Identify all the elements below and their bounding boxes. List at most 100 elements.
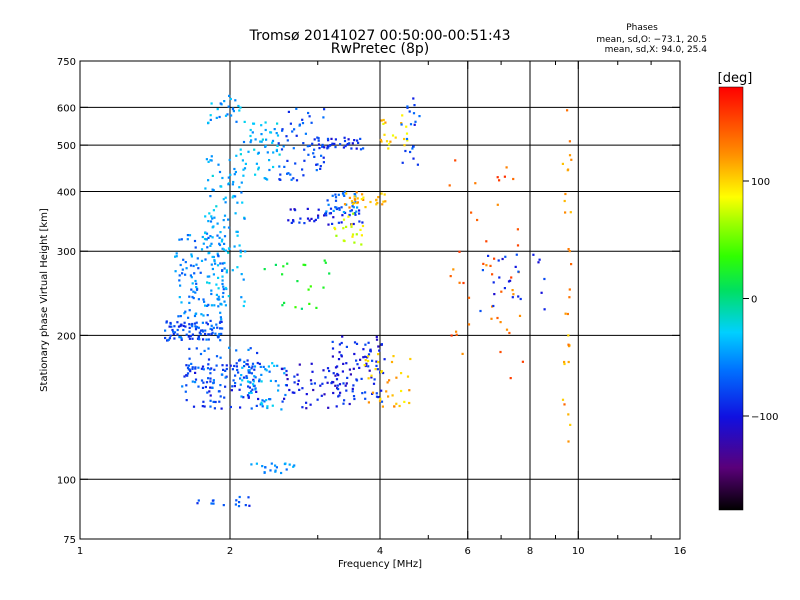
data-point <box>567 440 570 443</box>
data-point <box>301 387 304 390</box>
data-point <box>227 218 230 221</box>
data-point <box>183 321 186 324</box>
data-point <box>197 335 200 338</box>
data-point <box>172 330 175 333</box>
data-point <box>174 270 177 273</box>
data-point <box>208 212 211 215</box>
data-point <box>239 251 242 254</box>
data-point <box>206 304 209 307</box>
data-point <box>324 376 327 379</box>
data-point <box>285 373 288 377</box>
data-point <box>375 395 379 398</box>
data-point <box>180 323 183 326</box>
data-point <box>340 341 343 345</box>
data-point <box>210 159 213 162</box>
data-point <box>223 214 227 217</box>
data-point <box>246 359 249 362</box>
data-point <box>224 201 227 204</box>
data-point <box>408 401 411 405</box>
data-point <box>209 114 212 117</box>
data-point <box>199 271 202 274</box>
data-point <box>283 165 286 168</box>
data-point <box>293 464 296 467</box>
data-point <box>266 405 269 408</box>
data-point <box>370 374 373 377</box>
data-point <box>292 147 295 150</box>
data-point <box>229 405 232 409</box>
data-point <box>165 320 168 323</box>
data-point <box>298 363 301 366</box>
data-point <box>221 269 224 272</box>
data-point <box>507 280 511 283</box>
data-point <box>321 145 324 148</box>
data-point <box>291 130 294 133</box>
data-point <box>273 364 276 367</box>
data-point <box>375 364 378 367</box>
data-point <box>266 406 269 410</box>
data-point <box>309 285 312 288</box>
data-point <box>207 179 210 182</box>
data-point <box>564 211 567 214</box>
data-point <box>223 226 226 229</box>
data-point <box>305 407 308 410</box>
data-point <box>298 221 301 224</box>
data-point <box>222 248 225 251</box>
data-point <box>216 252 219 255</box>
data-point <box>516 244 520 247</box>
data-point <box>375 392 378 395</box>
data-point <box>273 128 276 131</box>
data-point <box>405 132 409 135</box>
data-point <box>286 172 289 175</box>
data-point <box>379 397 382 400</box>
data-point <box>242 140 246 144</box>
data-point <box>361 224 365 228</box>
data-point <box>336 365 339 368</box>
data-point <box>221 262 224 265</box>
data-point <box>219 311 222 314</box>
data-point <box>224 196 227 199</box>
data-point <box>220 332 223 335</box>
data-point <box>301 118 304 121</box>
colorbar-tick-label: 0 <box>751 295 757 306</box>
data-point <box>227 247 231 250</box>
data-point <box>196 257 199 260</box>
data-point <box>248 504 251 507</box>
data-point <box>179 315 182 318</box>
data-point <box>258 362 261 365</box>
data-point <box>196 325 199 329</box>
data-point <box>164 336 167 340</box>
data-point <box>222 198 225 201</box>
data-point <box>309 403 312 406</box>
data-point <box>515 253 518 256</box>
data-point <box>224 249 227 252</box>
x-tick-label: 8 <box>527 546 533 557</box>
data-point <box>202 338 205 341</box>
data-point <box>178 336 181 339</box>
data-point <box>190 362 193 365</box>
data-point <box>254 138 257 141</box>
data-point <box>313 138 316 141</box>
data-point <box>380 119 383 122</box>
data-point <box>368 369 371 372</box>
data-point <box>187 368 190 371</box>
data-point <box>362 356 365 359</box>
data-point <box>316 163 319 166</box>
data-point <box>310 362 313 365</box>
data-point <box>320 154 323 157</box>
data-point <box>188 309 191 312</box>
data-point <box>209 319 212 322</box>
data-point <box>355 378 358 381</box>
data-point <box>246 394 250 397</box>
data-point <box>337 358 341 361</box>
data-point <box>194 312 197 315</box>
data-point <box>242 396 245 399</box>
data-point <box>281 273 284 276</box>
data-point <box>235 499 238 502</box>
data-point <box>256 361 259 365</box>
data-point <box>355 342 359 345</box>
data-point <box>239 148 242 151</box>
data-point <box>227 251 230 254</box>
data-point <box>216 222 219 225</box>
data-point <box>342 402 345 405</box>
data-point <box>240 395 243 398</box>
